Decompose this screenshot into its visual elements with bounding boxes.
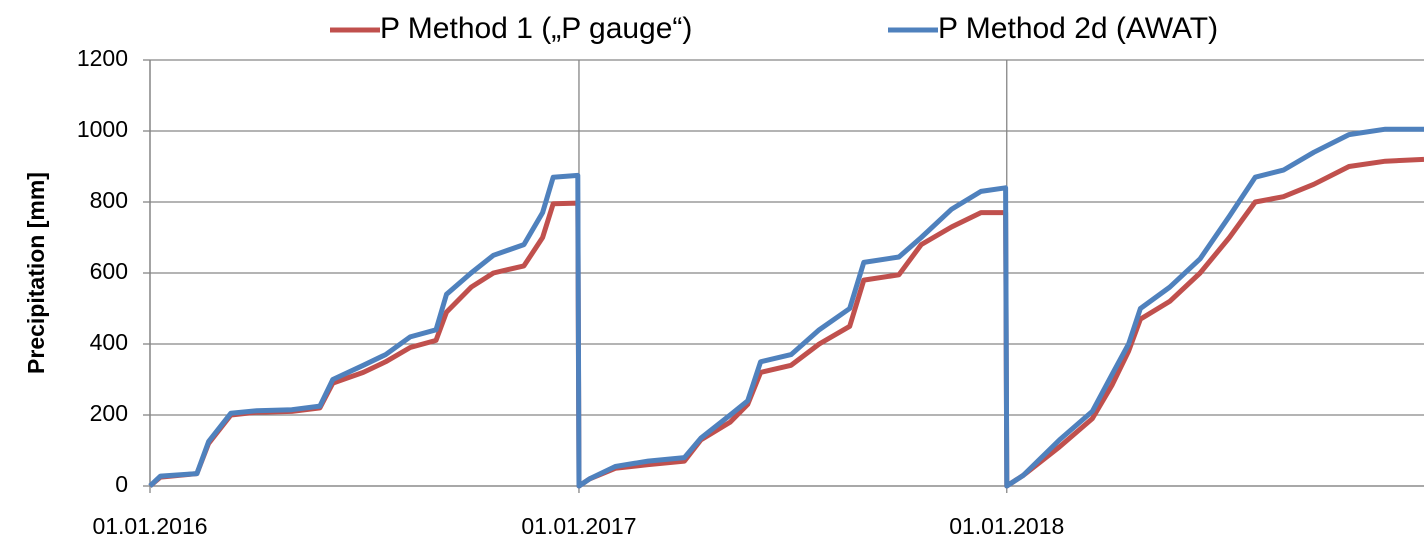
x-tick-label: 01.01.2017 bbox=[521, 513, 636, 536]
x-tick-label: 01.01.2018 bbox=[949, 513, 1064, 536]
y-tick-label: 400 bbox=[90, 329, 128, 355]
y-tick-label: 1000 bbox=[77, 116, 128, 142]
legend-label: P Method 2d (AWAT) bbox=[938, 12, 1218, 45]
y-tick-label: 200 bbox=[90, 400, 128, 426]
data-line bbox=[148, 126, 1424, 489]
y-tick-label: 0 bbox=[115, 471, 128, 497]
legend-label: P Method 1 („P gauge“) bbox=[380, 12, 692, 45]
y-tick-label: 1200 bbox=[77, 45, 128, 71]
y-tick-label: 600 bbox=[90, 258, 128, 284]
x-tick-label: 01.01.2016 bbox=[92, 513, 207, 536]
y-axis-title: Precipitation [mm] bbox=[23, 172, 49, 374]
data-line bbox=[148, 156, 1424, 489]
y-tick-label: 800 bbox=[90, 187, 128, 213]
